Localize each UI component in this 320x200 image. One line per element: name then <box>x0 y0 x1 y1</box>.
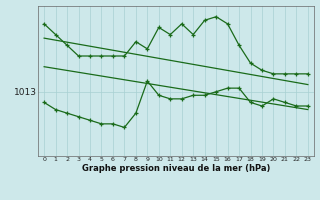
X-axis label: Graphe pression niveau de la mer (hPa): Graphe pression niveau de la mer (hPa) <box>82 164 270 173</box>
